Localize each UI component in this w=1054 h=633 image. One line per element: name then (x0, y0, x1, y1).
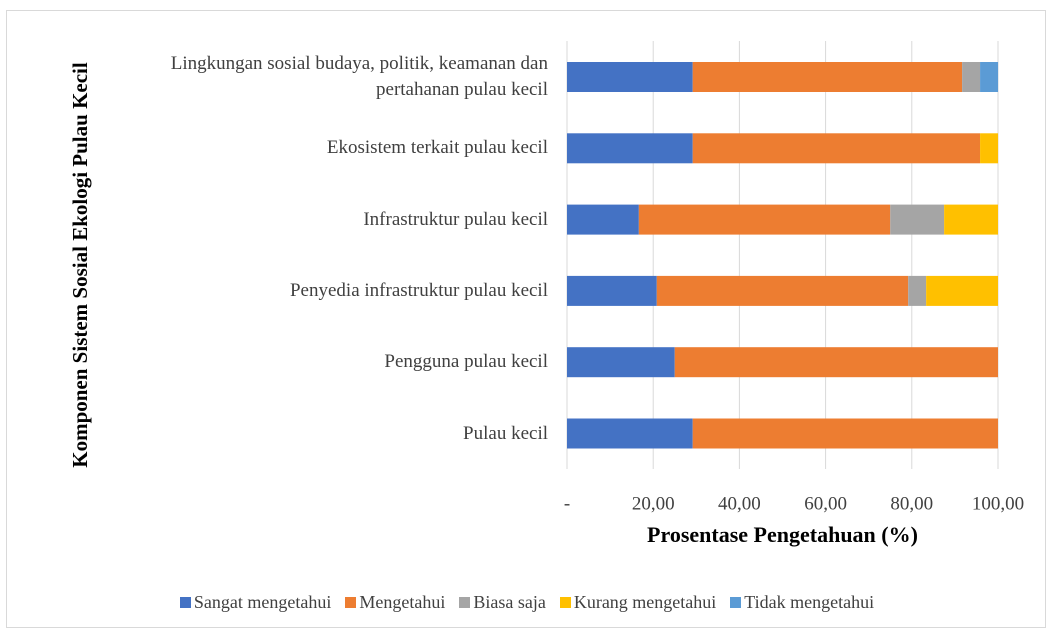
bar-segment (926, 275, 998, 306)
bar-segment (674, 347, 998, 378)
legend-item: Kurang mengetahui (559, 592, 717, 613)
bar-segment (638, 204, 891, 235)
legend-label: Tidak mengetahui (744, 592, 875, 612)
legend-item: Biasa saja (459, 592, 546, 613)
bar-segment (567, 133, 693, 164)
legend-label: Mengetahui (359, 592, 446, 612)
legend-swatch (179, 597, 191, 608)
x-tick-label: 100,00 (972, 493, 1024, 514)
bar-segment (656, 275, 909, 306)
legend-item: Sangat mengetahui (179, 592, 332, 613)
y-tick-label: Pulau kecil (463, 422, 548, 444)
x-tick-label: 20,00 (632, 493, 675, 514)
x-axis-title: Prosentase Pengetahuan (%) (647, 522, 918, 547)
bar-segment (962, 62, 981, 92)
bar-segment (980, 62, 999, 92)
legend-swatch (459, 597, 471, 608)
bar-segment (692, 418, 998, 449)
y-axis-title: Komponen Sistem Sosial Ekologi Pulau Kec… (68, 62, 92, 468)
legend-label: Kurang mengetahui (573, 592, 717, 612)
bar-segment (908, 275, 927, 306)
legend-item: Tidak mengetahui (730, 592, 874, 613)
y-tick-label: Ekosistem terkait pulau kecil (326, 137, 548, 159)
chart-frame (6, 10, 1046, 628)
bar-segment (692, 62, 963, 92)
legend-item: Mengetahui (345, 592, 445, 613)
bar-segment (692, 133, 981, 164)
bar-segment (890, 204, 945, 235)
bar-segment (567, 418, 693, 449)
bar-segment (567, 275, 657, 306)
legend-swatch (559, 597, 571, 608)
bar-segment (567, 204, 639, 235)
legend-swatch (345, 597, 357, 608)
legend: Sangat mengetahui Mengetahui Biasa saja Kur… (0, 592, 1054, 613)
bar-segment (567, 347, 675, 378)
x-tick-label: 40,00 (718, 493, 761, 514)
x-tick-label: 60,00 (804, 493, 847, 514)
y-tick-label: Infrastruktur pulau kecil (363, 208, 548, 230)
legend-swatch (730, 597, 742, 608)
legend-label: Sangat mengetahui (193, 592, 332, 612)
x-tick-label: 80,00 (890, 493, 933, 514)
y-tick-label: Lingkungan sosial budaya, politik, keama… (170, 53, 548, 100)
bar-segment (567, 62, 693, 92)
bar-segment (944, 204, 998, 235)
bar-segment (980, 133, 999, 164)
legend-label: Biasa saja (473, 592, 546, 612)
y-tick-label: Penyedia infrastruktur pulau kecil (289, 279, 548, 301)
x-tick-label: - (564, 493, 570, 514)
y-tick-label: Pengguna pulau kecil (384, 351, 548, 373)
